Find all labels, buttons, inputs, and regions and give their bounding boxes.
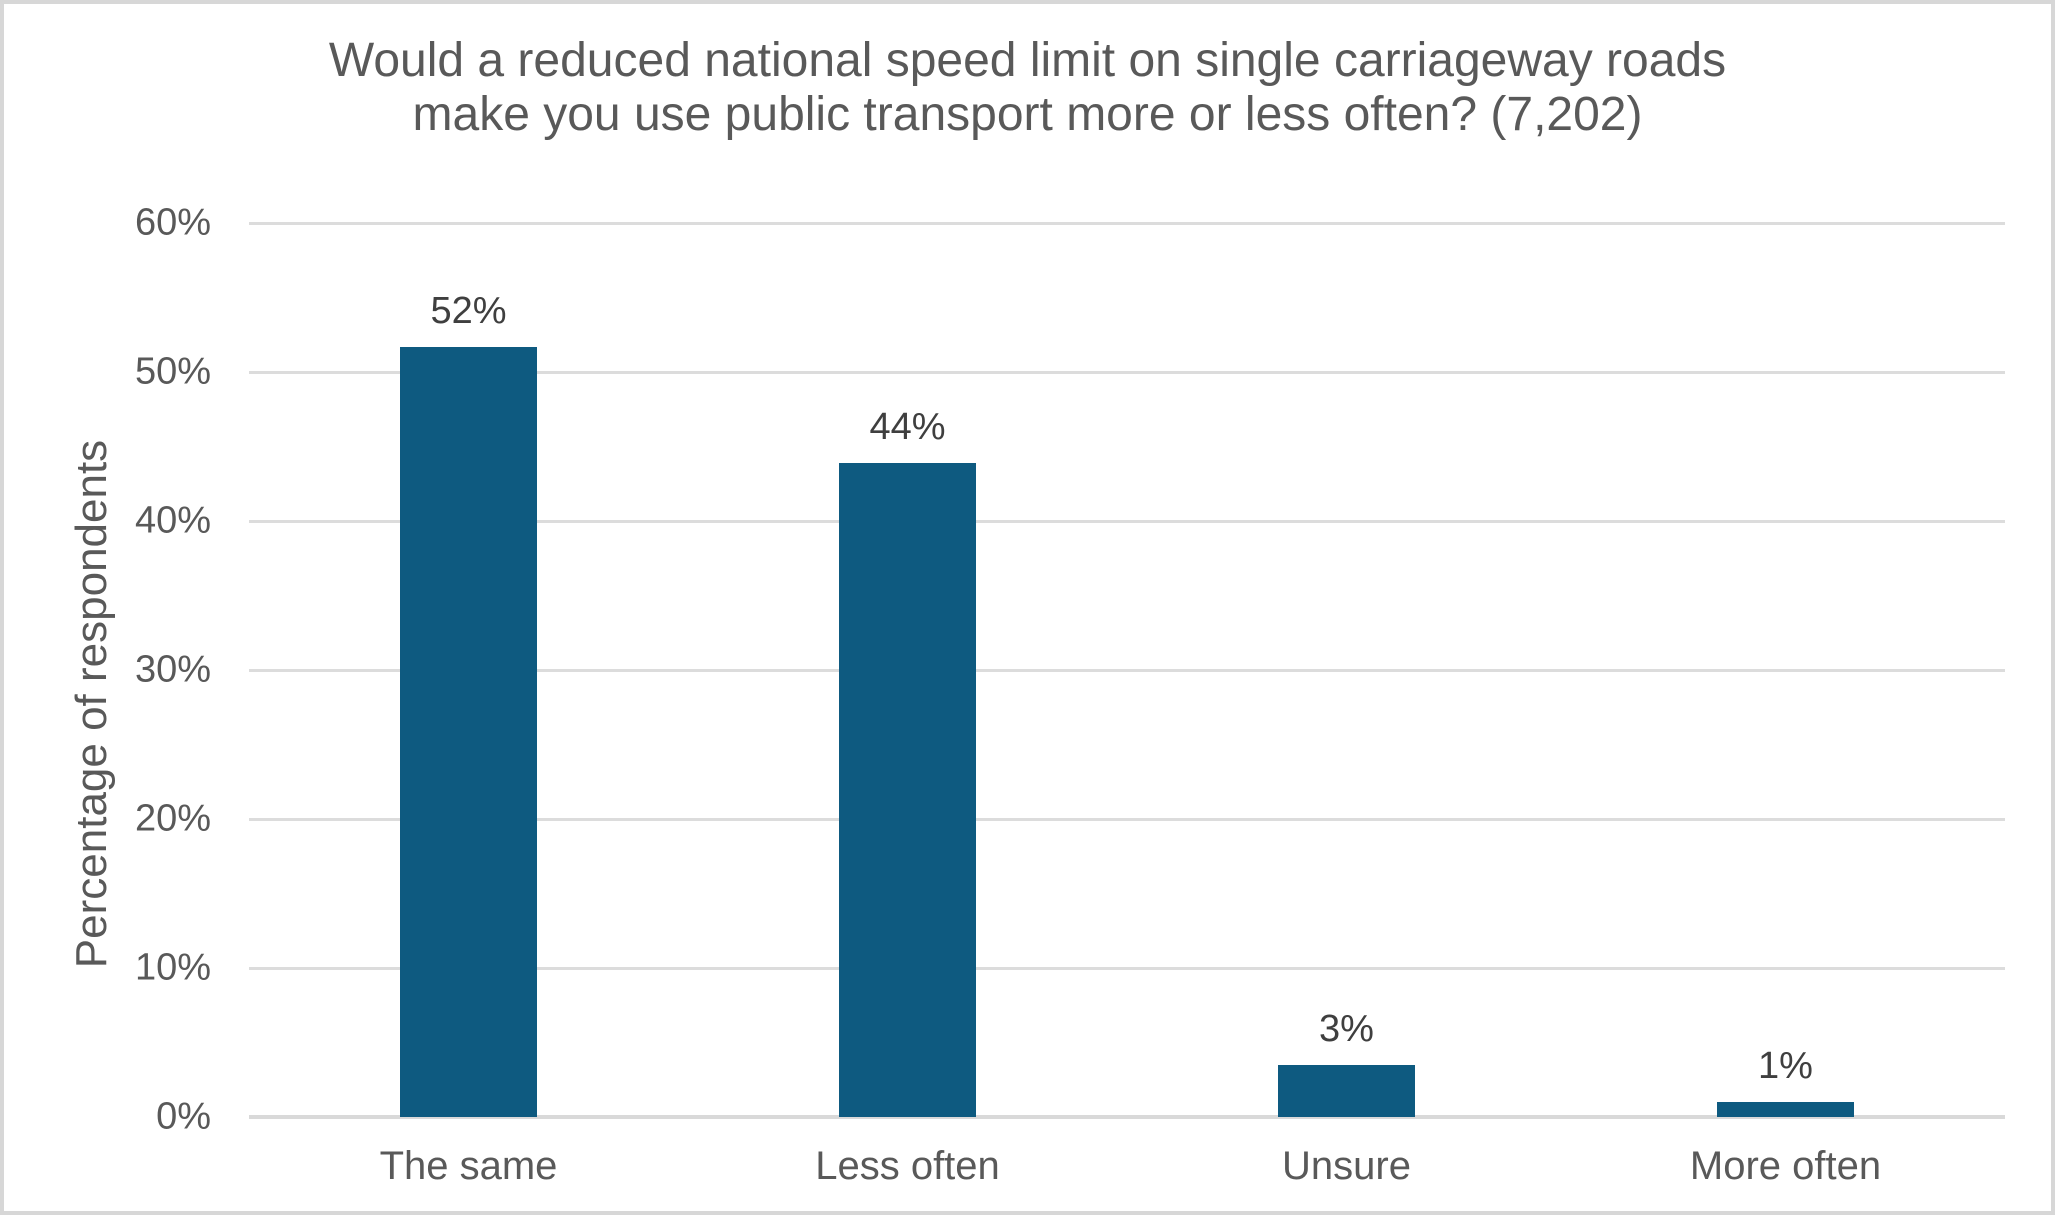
y-tick-label-30pct: 30% <box>134 648 211 691</box>
gridline-40 <box>249 519 2005 523</box>
bar-more-often <box>1717 1102 1854 1117</box>
bar-value-label-less-often: 44% <box>869 405 946 448</box>
gridline-30 <box>249 668 2005 672</box>
x-category-label-the-same: The same <box>379 1144 558 1188</box>
bar-value-label-unsure: 3% <box>1319 1007 1374 1050</box>
bar-the-same <box>400 346 537 1117</box>
gridline-60 <box>249 221 2005 225</box>
y-tick-label-20pct: 20% <box>134 797 211 840</box>
y-tick-label-40pct: 40% <box>134 499 211 542</box>
chart-title-line-1: Would a reduced national speed limit on … <box>328 34 1727 87</box>
chart-title-line-2: make you use public transport more or le… <box>412 88 1643 142</box>
gridline-10 <box>249 966 2005 970</box>
x-category-label-more-often: More often <box>1689 1144 1882 1188</box>
chart-title: Would a reduced national speed limit on … <box>4 34 2051 142</box>
plot-area: 52% 44% 3% 1% <box>249 221 2005 1119</box>
y-tick-label-10pct: 10% <box>134 946 211 989</box>
x-axis-line <box>249 1115 2005 1119</box>
y-tick-label-0pct: 0% <box>156 1095 211 1138</box>
y-tick-label-50pct: 50% <box>134 350 211 393</box>
gridline-50 <box>249 370 2005 374</box>
bar-less-often <box>839 462 976 1117</box>
y-tick-label-60pct: 60% <box>134 201 211 244</box>
gridline-20 <box>249 817 2005 821</box>
bar-value-label-the-same: 52% <box>430 289 507 332</box>
x-category-label-less-often: Less often <box>815 1144 1000 1188</box>
x-category-label-unsure: Unsure <box>1282 1144 1411 1188</box>
bar-value-label-more-often: 1% <box>1758 1045 1813 1088</box>
bar-unsure <box>1278 1064 1415 1117</box>
